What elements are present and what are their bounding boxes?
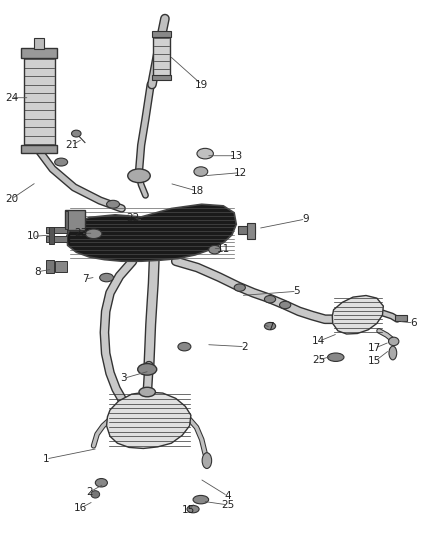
Ellipse shape [187, 505, 199, 513]
Ellipse shape [202, 453, 212, 469]
Ellipse shape [193, 495, 208, 504]
Text: 7: 7 [81, 274, 88, 284]
Bar [66, 209, 85, 230]
Bar [46, 236, 67, 241]
Ellipse shape [139, 387, 155, 397]
Bar [247, 223, 255, 239]
Text: 11: 11 [217, 244, 230, 254]
Text: 25: 25 [312, 355, 325, 365]
Text: 18: 18 [191, 186, 204, 196]
Bar [49, 227, 54, 244]
Ellipse shape [389, 337, 399, 345]
Text: 17: 17 [368, 343, 381, 353]
Bar [24, 55, 55, 148]
Bar [152, 75, 171, 80]
Text: 6: 6 [410, 318, 417, 328]
Ellipse shape [178, 342, 191, 351]
Text: 10: 10 [26, 231, 39, 241]
Bar [46, 260, 54, 273]
Ellipse shape [71, 130, 81, 137]
Text: 19: 19 [195, 79, 208, 90]
Text: 13: 13 [230, 151, 243, 161]
Text: 15: 15 [182, 505, 195, 515]
Ellipse shape [138, 364, 157, 375]
Bar [46, 228, 67, 233]
Bar [65, 211, 68, 229]
Bar [153, 35, 170, 79]
Text: 2: 2 [86, 487, 92, 497]
Bar [152, 31, 171, 37]
Text: 15: 15 [368, 357, 381, 367]
Ellipse shape [85, 229, 102, 239]
Text: 24: 24 [5, 93, 18, 103]
Polygon shape [106, 392, 191, 448]
Bar [21, 144, 57, 153]
Text: 1: 1 [43, 454, 49, 464]
Text: 9: 9 [302, 214, 309, 224]
Ellipse shape [194, 167, 208, 176]
Text: 22: 22 [126, 213, 139, 223]
Bar [55, 261, 67, 272]
Text: 3: 3 [120, 373, 127, 383]
Text: 16: 16 [74, 503, 87, 513]
Ellipse shape [328, 353, 344, 361]
Ellipse shape [106, 200, 120, 208]
Ellipse shape [95, 479, 107, 487]
Text: 25: 25 [221, 500, 234, 510]
Bar [21, 47, 57, 58]
Ellipse shape [234, 284, 245, 292]
Ellipse shape [279, 301, 291, 309]
Text: 12: 12 [234, 167, 247, 177]
Ellipse shape [55, 158, 67, 166]
Bar [238, 227, 255, 234]
Text: 5: 5 [293, 286, 300, 296]
Ellipse shape [265, 295, 276, 303]
Bar [34, 38, 44, 49]
Bar [395, 315, 406, 321]
Text: 14: 14 [312, 336, 325, 346]
Ellipse shape [91, 491, 100, 498]
Text: 7: 7 [268, 322, 274, 332]
Polygon shape [332, 295, 383, 334]
Ellipse shape [197, 148, 213, 159]
Ellipse shape [208, 245, 221, 254]
Polygon shape [67, 204, 236, 261]
Ellipse shape [265, 322, 276, 330]
Text: 23: 23 [74, 228, 87, 238]
Ellipse shape [100, 273, 113, 282]
Ellipse shape [389, 346, 397, 360]
Text: 20: 20 [5, 194, 18, 204]
Text: 8: 8 [34, 267, 41, 277]
Text: 4: 4 [224, 491, 231, 501]
Text: 2: 2 [242, 342, 248, 352]
Text: 21: 21 [65, 140, 78, 150]
Ellipse shape [128, 169, 150, 183]
